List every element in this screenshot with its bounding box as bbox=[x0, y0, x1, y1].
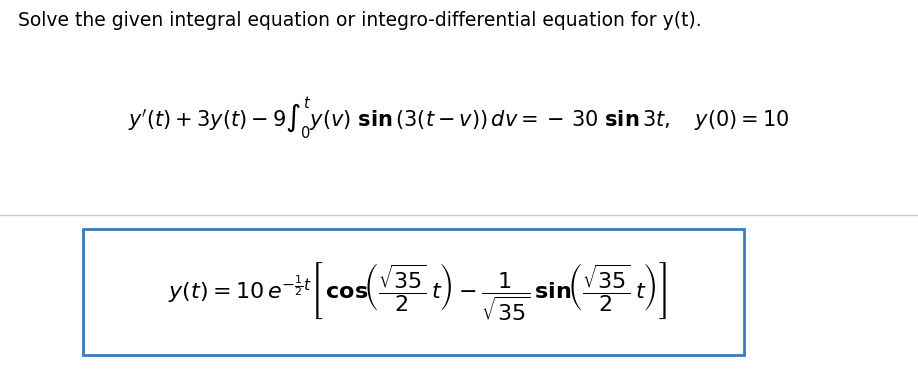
Text: $y(t) = 10\,e^{-\frac{1}{2}t}\left[\,\mathbf{cos}\!\left(\dfrac{\sqrt{35}}{2}\,t: $y(t) = 10\,e^{-\frac{1}{2}t}\left[\,\ma… bbox=[168, 261, 667, 323]
Text: Solve the given integral equation or integro-differential equation for y(t).: Solve the given integral equation or int… bbox=[18, 11, 702, 30]
Text: $y'(t) + 3y(t) - 9\int_0^t y(v)\ \mathbf{sin}\,(3(t-v))\,dv = -\,30\ \mathbf{sin: $y'(t) + 3y(t) - 9\int_0^t y(v)\ \mathbf… bbox=[129, 95, 789, 142]
FancyBboxPatch shape bbox=[83, 229, 744, 355]
